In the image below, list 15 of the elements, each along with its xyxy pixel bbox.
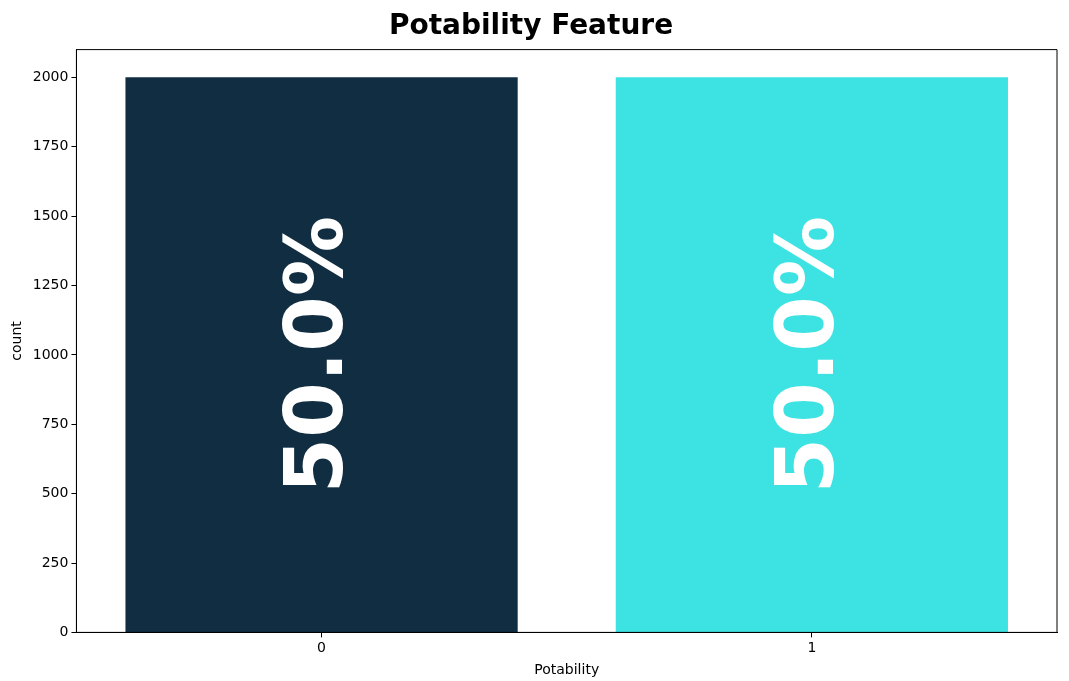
x-axis-title: Potability [534,661,600,678]
y-tick-label: 750 [41,414,69,431]
y-tick-label: 2000 [32,67,69,84]
x-tick-label: 1 [807,639,817,656]
y-tick-label: 1250 [32,276,69,293]
y-tick-label: 1750 [32,137,69,154]
y-tick-label: 1500 [32,206,69,223]
y-axis-title: count [8,320,25,361]
annotation: 50.0% [268,215,362,494]
y-tick-label: 500 [41,484,69,501]
y-tick-label: 250 [41,553,69,570]
y-tick-label: 0 [59,623,69,640]
chart-title: Potability Feature [388,8,674,42]
y-tick-label: 1000 [32,345,69,362]
annotation: 50.0% [758,215,852,494]
